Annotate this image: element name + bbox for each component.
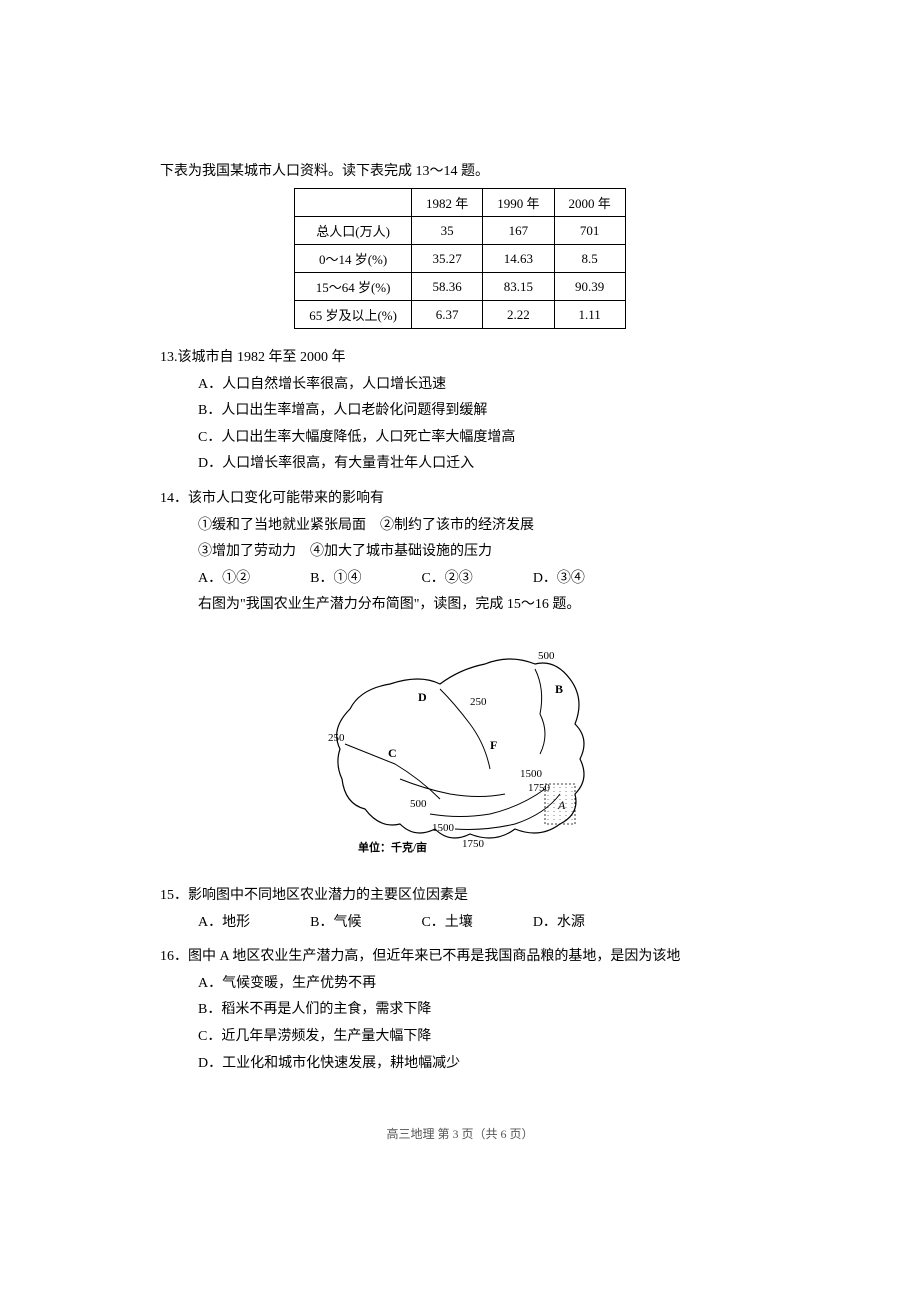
table-header-cell: 1982 年 xyxy=(411,189,482,217)
map-label-b: B xyxy=(555,682,563,696)
q15-stem: 15．影响图中不同地区农业潜力的主要区位因素是 xyxy=(150,883,770,910)
page-content: 下表为我国某城市人口资料。读下表完成 13～14 题。 1982 年 1990 … xyxy=(150,160,770,1077)
table-cell: 83.15 xyxy=(483,273,554,301)
q15-option-a: A．地形 xyxy=(198,910,250,937)
table-cell: 15～64 岁(%) xyxy=(295,273,412,301)
map-unit-label: 单位：千克/亩 xyxy=(358,839,427,855)
map-label-1750-bottom: 1750 xyxy=(462,838,485,850)
table-cell: 1.11 xyxy=(554,301,625,329)
map-label-1500-left: 1500 xyxy=(432,822,455,834)
intro-15-16: 右图为"我国农业生产潜力分布简图"，读图，完成 15～16 题。 xyxy=(150,592,770,619)
table-cell: 总人口(万人) xyxy=(295,217,412,245)
q15-option-d: D．水源 xyxy=(533,910,585,937)
intro-13-14: 下表为我国某城市人口资料。读下表完成 13～14 题。 xyxy=(150,160,770,180)
table-cell: 6.37 xyxy=(411,301,482,329)
table-cell: 14.63 xyxy=(483,245,554,273)
table-header-row: 1982 年 1990 年 2000 年 xyxy=(295,189,626,217)
q15-option-b: B．气候 xyxy=(310,910,361,937)
map-label-f: F xyxy=(490,738,497,752)
map-label-a: A xyxy=(557,798,566,812)
table-header-cell: 1990 年 xyxy=(483,189,554,217)
question-14: 14．该市人口变化可能带来的影响有 ①缓和了当地就业紧张局面 ②制约了该市的经济… xyxy=(150,486,770,619)
table-cell: 58.36 xyxy=(411,273,482,301)
table-header-cell xyxy=(295,189,412,217)
q13-option-b: B．人口出生率增高，人口老龄化问题得到缓解 xyxy=(150,398,770,425)
table-header-cell: 2000 年 xyxy=(554,189,625,217)
table-cell: 701 xyxy=(554,217,625,245)
china-potential-map: 500 B D 250 250 C F 500 1500 1500 1750 1… xyxy=(290,629,630,869)
map-label-500: 500 xyxy=(410,798,427,810)
q14-stem: 14．该市人口变化可能带来的影响有 xyxy=(150,486,770,513)
q13-option-a: A．人口自然增长率很高，人口增长迅速 xyxy=(150,372,770,399)
q14-option-d: D．③④ xyxy=(533,566,585,593)
q15-option-c: C．土壤 xyxy=(421,910,472,937)
map-svg: 500 B D 250 250 C F 500 1500 1500 1750 1… xyxy=(290,629,630,869)
q16-option-a: A．气候变暖，生产优势不再 xyxy=(150,971,770,998)
map-label-c: C xyxy=(388,746,397,760)
map-label-d: D xyxy=(418,690,427,704)
table-cell: 8.5 xyxy=(554,245,625,273)
table-row: 总人口(万人) 35 167 701 xyxy=(295,217,626,245)
map-label-250-left: 250 xyxy=(328,732,345,744)
china-outline xyxy=(337,659,584,838)
question-16: 16．图中 A 地区农业生产潜力高，但近年来已不再是我国商品粮的基地，是因为该地… xyxy=(150,944,770,1077)
q13-stem: 13.该城市自 1982 年至 2000 年 xyxy=(150,345,770,372)
table-cell: 2.22 xyxy=(483,301,554,329)
map-label-1750-right: 1750 xyxy=(528,782,551,794)
q14-sub-2: ③增加了劳动力 ④加大了城市基础设施的压力 xyxy=(150,539,770,566)
table-cell: 167 xyxy=(483,217,554,245)
map-label-250-d: 250 xyxy=(470,696,487,708)
table-cell: 35 xyxy=(411,217,482,245)
table-row: 15～64 岁(%) 58.36 83.15 90.39 xyxy=(295,273,626,301)
page-footer: 高三地理 第 3 页（共 6 页） xyxy=(0,1125,920,1142)
table-cell: 0～14 岁(%) xyxy=(295,245,412,273)
table-cell: 65 岁及以上(%) xyxy=(295,301,412,329)
q15-options-row: A．地形 B．气候 C．土壤 D．水源 xyxy=(150,910,770,937)
table-row: 0～14 岁(%) 35.27 14.63 8.5 xyxy=(295,245,626,273)
map-label-1500-right: 1500 xyxy=(520,768,543,780)
table-cell: 35.27 xyxy=(411,245,482,273)
table-row: 65 岁及以上(%) 6.37 2.22 1.11 xyxy=(295,301,626,329)
q14-option-a: A．①② xyxy=(198,566,250,593)
question-13: 13.该城市自 1982 年至 2000 年 A．人口自然增长率很高，人口增长迅… xyxy=(150,345,770,478)
q14-option-b: B．①④ xyxy=(310,566,361,593)
q16-option-c: C．近几年旱涝频发，生产量大幅下降 xyxy=(150,1024,770,1051)
q14-options-row: A．①② B．①④ C．②③ D．③④ xyxy=(150,566,770,593)
map-label-500-top: 500 xyxy=(538,650,555,662)
q14-sub-1: ①缓和了当地就业紧张局面 ②制约了该市的经济发展 xyxy=(150,513,770,540)
q16-option-b: B．稻米不再是人们的主食，需求下降 xyxy=(150,997,770,1024)
q14-option-c: C．②③ xyxy=(421,566,472,593)
q13-option-c: C．人口出生率大幅度降低，人口死亡率大幅度增高 xyxy=(150,425,770,452)
population-table: 1982 年 1990 年 2000 年 总人口(万人) 35 167 701 … xyxy=(294,188,626,329)
table-cell: 90.39 xyxy=(554,273,625,301)
question-15: 15．影响图中不同地区农业潜力的主要区位因素是 A．地形 B．气候 C．土壤 D… xyxy=(150,883,770,936)
q16-option-d: D．工业化和城市化快速发展，耕地幅减少 xyxy=(150,1051,770,1078)
q16-stem: 16．图中 A 地区农业生产潜力高，但近年来已不再是我国商品粮的基地，是因为该地 xyxy=(150,944,770,971)
q13-option-d: D．人口增长率很高，有大量青壮年人口迁入 xyxy=(150,451,770,478)
